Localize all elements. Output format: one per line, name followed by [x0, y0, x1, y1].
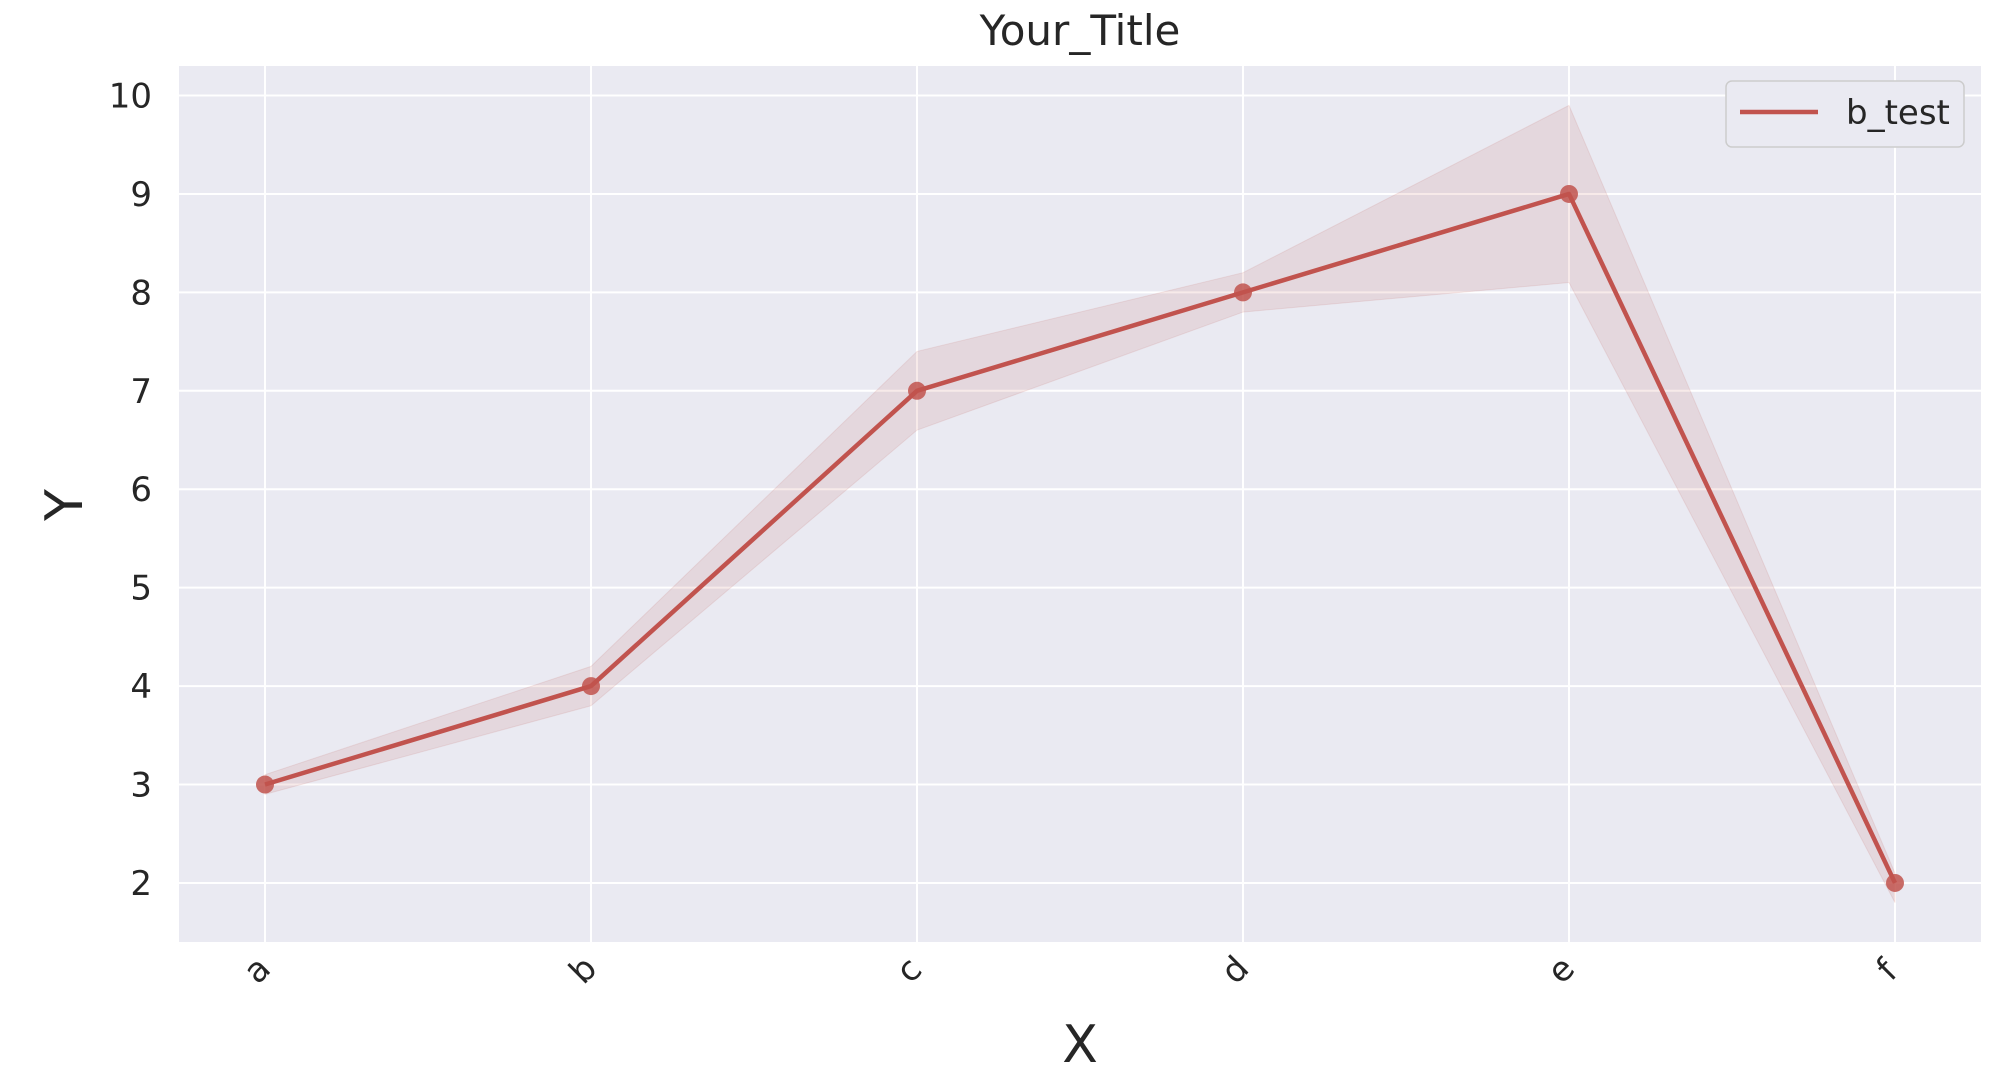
series-line-b_test [264, 191, 1898, 884]
y-tick-labels: 2 3 4 5 6 7 8 9 10 [109, 77, 152, 904]
data-point-e [1560, 184, 1578, 203]
x-tick-label: e [1540, 949, 1583, 992]
x-tick-label: c [888, 949, 930, 991]
legend: b_test [1725, 80, 1965, 148]
plot-background [179, 66, 1981, 942]
series-lines [264, 191, 1898, 884]
confidence-band [264, 104, 1896, 903]
data-point-a [256, 775, 274, 794]
x-tick-label: f [1869, 951, 1906, 988]
y-tick-label: 2 [130, 864, 152, 904]
x-tick-label: a [236, 949, 279, 992]
y-tick-label: 8 [130, 273, 152, 313]
legend-label-b_test: b_test [1846, 93, 1950, 133]
chart-title: Your_Title [979, 6, 1181, 55]
y-tick-label: 5 [130, 569, 152, 609]
legend-box [1725, 80, 1965, 148]
data-point-d [1234, 283, 1252, 302]
y-tick-label: 3 [130, 766, 152, 806]
data-point-c [908, 381, 926, 400]
x-tick-labels: a b c d e f [236, 948, 1907, 992]
y-tick-label: 6 [130, 470, 152, 510]
y-axis-title: Y [35, 489, 95, 522]
y-tick-label: 4 [130, 667, 152, 707]
x-tick-label: b [561, 948, 605, 992]
y-tick-label: 7 [130, 372, 152, 412]
x-tick-label: d [1213, 948, 1257, 992]
band-area-b_test [264, 104, 1896, 903]
grid [179, 66, 1981, 942]
x-axis-title: X [1062, 1015, 1098, 1075]
y-tick-label: 9 [130, 175, 152, 215]
data-point-b [582, 677, 600, 696]
data-point-f [1886, 873, 1904, 892]
series-points [256, 184, 1904, 892]
y-tick-label: 10 [109, 77, 152, 117]
